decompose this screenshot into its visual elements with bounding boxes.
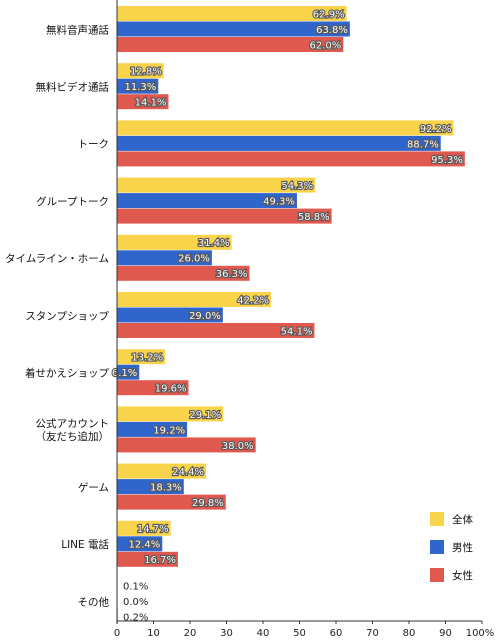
bar: [117, 349, 166, 365]
category-label: 着せかえショップ: [25, 366, 109, 379]
value-label: 58.8%: [298, 212, 330, 223]
value-label: 38.0%: [222, 441, 254, 452]
value-label: 62.9%: [313, 9, 345, 20]
value-label: 63.8%: [316, 25, 348, 36]
category-label: トーク: [78, 139, 110, 151]
bar: [117, 479, 184, 495]
x-tick-label: 10: [147, 628, 160, 639]
x-tick-label: 90: [439, 628, 452, 639]
bar: [117, 323, 315, 338]
bar: [117, 380, 189, 396]
bar: [117, 463, 207, 479]
x-tick-label: 0: [114, 628, 120, 639]
x-tick-label: 100%: [466, 628, 495, 639]
category-label: タイムライン・ホーム: [5, 253, 109, 265]
bar: [117, 94, 169, 110]
bar: [117, 6, 347, 21]
value-label: 14.1%: [135, 98, 167, 109]
bars-layer: [117, 6, 465, 624]
value-label: 88.7%: [407, 139, 439, 150]
x-tick-label: 70: [366, 628, 379, 639]
value-label: 26.0%: [178, 254, 210, 265]
bar: [117, 177, 316, 193]
bar: [117, 307, 223, 323]
value-label: 11.3%: [124, 82, 156, 93]
value-labels-layer: 62.9% 63.8% 62.0% 12.8% 11.3% 14.1% 92.2% 88.7%…: [111, 8, 464, 623]
value-label: 14.7%: [137, 524, 169, 535]
bar: [117, 406, 224, 422]
bar: [117, 536, 163, 552]
category-label: その他: [78, 595, 110, 608]
value-label: 29.0%: [189, 311, 221, 322]
value-label: 19.2%: [153, 425, 185, 436]
x-tick-label: 30: [220, 628, 233, 639]
legend-swatch: [430, 568, 444, 582]
value-label: 24.4%: [172, 467, 204, 478]
bar: [117, 250, 212, 266]
legend-label: 男性: [452, 541, 473, 554]
x-tick-label: 80: [403, 628, 416, 639]
category-label: LINE 電話: [61, 538, 109, 551]
value-label: 12.8%: [130, 67, 162, 78]
category-label: グループトーク: [36, 195, 109, 208]
legend-label: 女性: [452, 569, 473, 582]
value-label: 62.0%: [310, 40, 342, 51]
bar: [117, 494, 226, 510]
bar: [117, 151, 465, 167]
bar: [117, 120, 454, 136]
bar: [117, 520, 171, 536]
bar: [117, 265, 250, 281]
bar: [117, 135, 441, 151]
bar: [117, 437, 256, 453]
value-label: 49.3%: [263, 196, 295, 207]
value-label: 42.2%: [237, 295, 269, 306]
category-label: 無料ビデオ通話: [36, 80, 110, 93]
x-tick-label: 60: [330, 628, 343, 639]
category-label: 公式アカウント（友だち追加）: [36, 417, 110, 443]
bar: [117, 37, 344, 52]
legend-swatch: [430, 512, 444, 526]
category-label: スタンプショップ: [25, 310, 109, 322]
bar: [117, 21, 350, 37]
value-label: 31.4%: [198, 238, 230, 249]
value-label: 36.3%: [216, 269, 248, 280]
bar: [117, 364, 140, 380]
x-tick-label: 20: [184, 628, 197, 639]
value-label: 0.2%: [123, 612, 148, 623]
value-label: 12.4%: [128, 540, 160, 551]
x-tick-label: 50: [293, 628, 306, 639]
value-label: 54.3%: [281, 181, 313, 192]
bar: [117, 292, 272, 307]
value-label: 16.7%: [144, 555, 176, 566]
bar: [117, 193, 297, 209]
value-label: 0.0%: [123, 597, 148, 608]
value-label: 18.3%: [150, 482, 182, 493]
value-label: 0.1%: [123, 581, 148, 592]
category-label: 無料音声通話: [46, 23, 109, 36]
value-label: 29.1%: [189, 410, 221, 421]
bar: [117, 421, 188, 437]
category-label: ゲーム: [78, 482, 109, 494]
bar: [117, 551, 178, 567]
x-tick-label: 40: [257, 628, 270, 639]
legend-label: 全体: [452, 513, 473, 526]
category-labels-layer: 無料音声通話無料ビデオ通話トークグループトークタイムライン・ホームスタンプショッ…: [5, 23, 109, 608]
bar: [117, 63, 164, 79]
value-label: 13.2%: [131, 353, 163, 364]
bar: [117, 234, 232, 250]
value-label: 6.1%: [112, 368, 137, 379]
value-label: 19.6%: [155, 384, 187, 395]
legend-swatch: [430, 540, 444, 554]
value-label: 54.1%: [281, 326, 313, 337]
value-label: 29.8%: [192, 498, 224, 509]
x-axis: 0 10 20 30 40 50 60 70 80 90 100%: [114, 0, 494, 639]
value-label: 95.3%: [431, 155, 463, 166]
bar: [117, 78, 159, 94]
value-label: 92.2%: [420, 124, 452, 135]
bar: [117, 208, 332, 224]
